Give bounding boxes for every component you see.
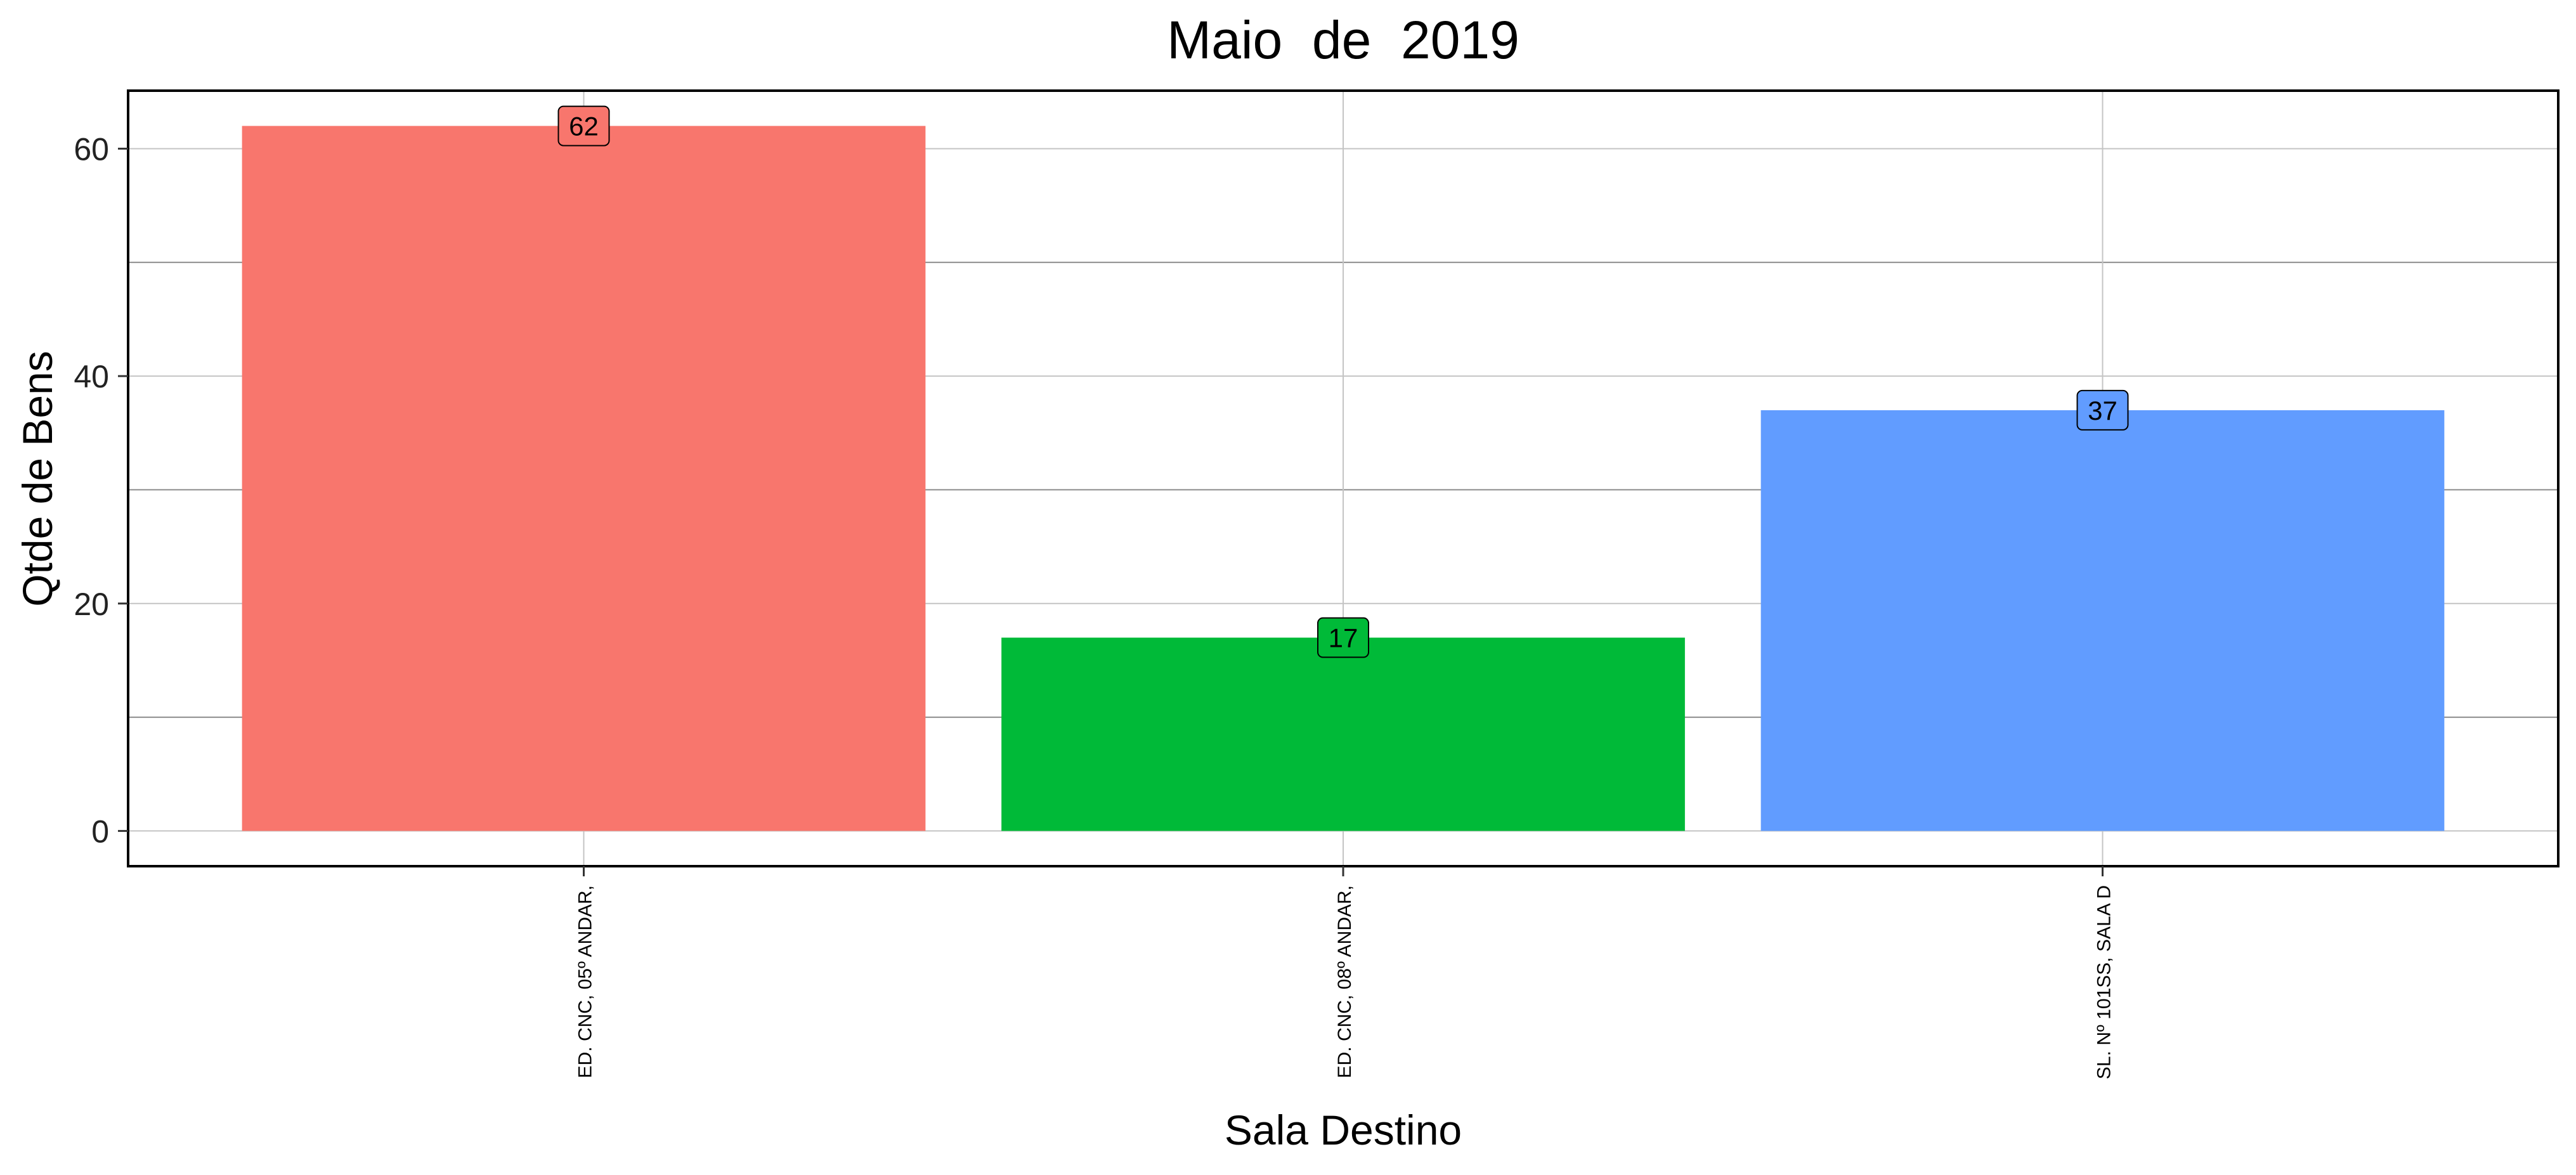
y-tick-label: 0 [91, 814, 109, 849]
x-axis: ED. CNC, 05º ANDAR, ED. CNC, 08º ANDAR, SL… [575, 866, 2115, 1079]
data-label: 37 [2076, 389, 2129, 431]
y-tick-label: 60 [74, 131, 109, 167]
y-tick-label: 20 [74, 587, 109, 622]
chart-title: Maio de 2019 [1167, 10, 1519, 70]
data-label-box [1317, 617, 1369, 658]
data-label-text: 37 [2088, 396, 2117, 425]
data-label: 17 [1317, 617, 1369, 658]
bars-layer [242, 126, 2445, 831]
data-labels-layer: 62 17 37 [557, 105, 2129, 658]
data-label-text: 17 [1329, 623, 1358, 653]
bar [1760, 410, 2445, 831]
bar [1001, 637, 1685, 831]
x-tick-label: SL. Nº 101SS, SALA D [2094, 885, 2115, 1079]
data-label: 62 [557, 105, 610, 146]
x-tick-label: ED. CNC, 05º ANDAR, [575, 885, 596, 1078]
y-axis: 0 20 40 60 [74, 131, 128, 849]
data-label-box [557, 105, 610, 146]
data-label-box [2076, 389, 2129, 431]
data-label-text: 62 [569, 112, 599, 141]
x-tick-label: ED. CNC, 08º ANDAR, [1334, 885, 1355, 1078]
y-tick-label: 40 [74, 359, 109, 394]
y-axis-title: Qtde de Bens [14, 351, 61, 607]
x-axis-title: Sala Destino [1225, 1107, 1462, 1153]
bar [242, 126, 926, 831]
